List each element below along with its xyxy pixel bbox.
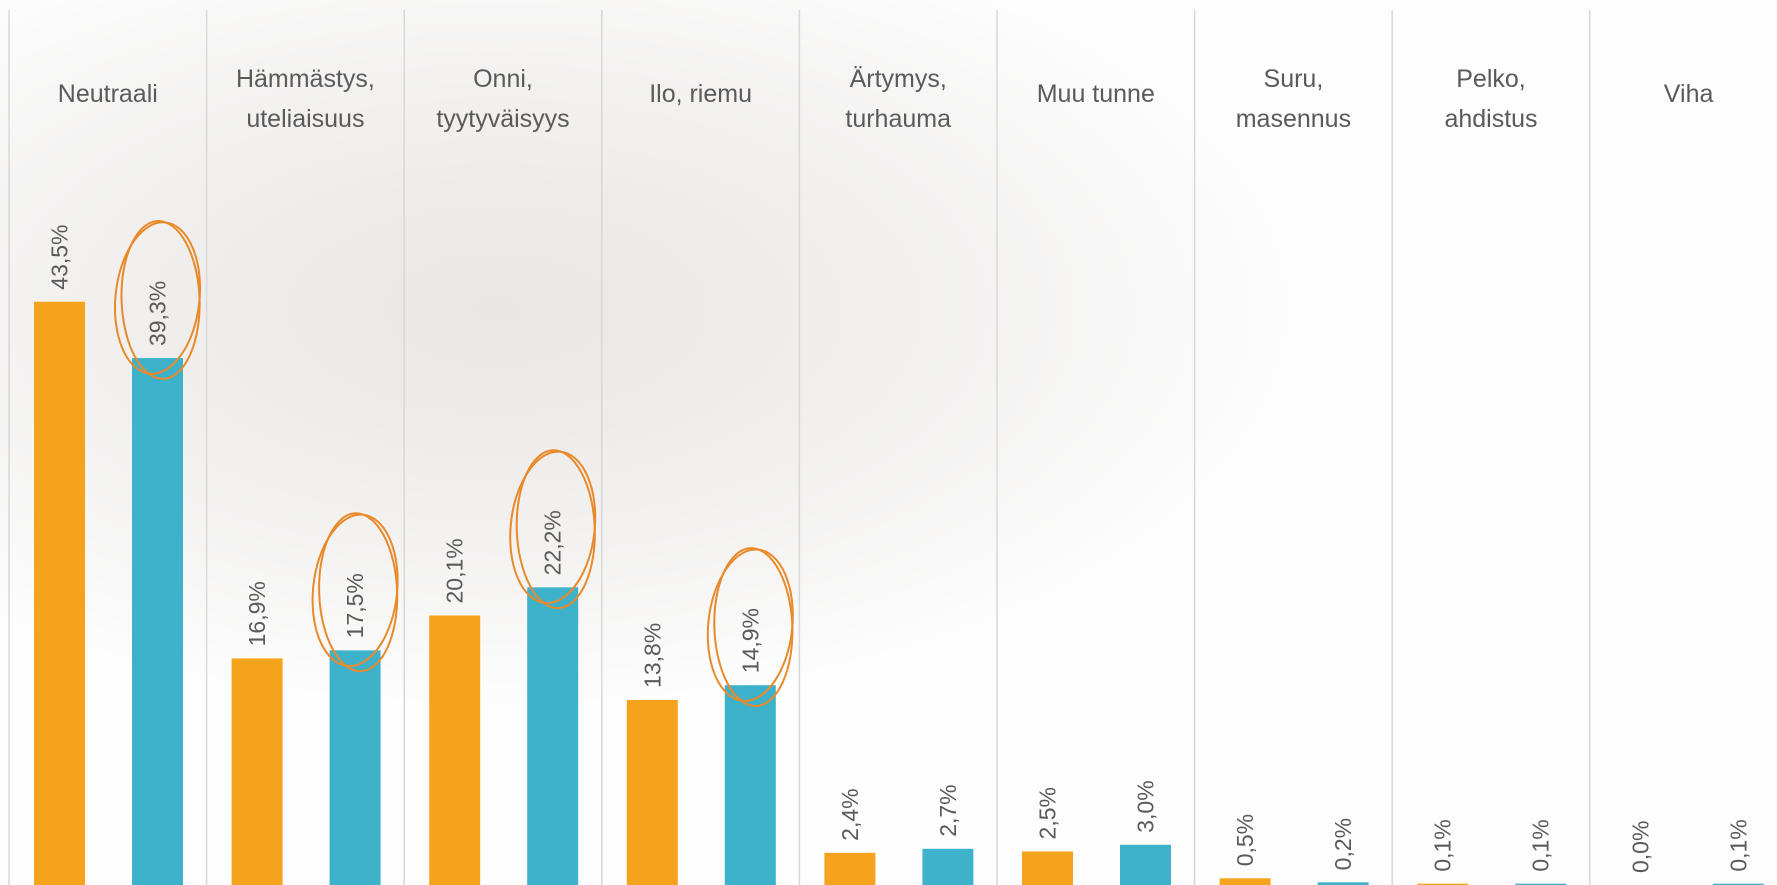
category-label: Ilo, riemu	[649, 80, 752, 108]
value-label: 3,0%	[1133, 780, 1159, 832]
value-label: 43,5%	[47, 224, 73, 289]
value-label: 16,9%	[244, 581, 270, 646]
category-label: Viha	[1664, 80, 1714, 108]
category-label: Onni,	[473, 65, 533, 93]
category-label: turhauma	[845, 105, 951, 133]
category-label: tyytyväisyys	[436, 105, 569, 133]
value-label: 0,5%	[1232, 814, 1258, 866]
bar	[330, 650, 381, 885]
bar	[1022, 851, 1073, 885]
value-label: 0,1%	[1430, 819, 1456, 871]
bar	[429, 615, 480, 885]
category-label: Ärtymys,	[850, 65, 947, 93]
bar	[34, 302, 85, 885]
bar	[1220, 878, 1271, 885]
category-label: Hämmästys,	[236, 65, 375, 93]
bar	[232, 658, 283, 885]
bar	[627, 700, 678, 885]
category-label: masennus	[1236, 105, 1351, 133]
category-label: Muu tunne	[1037, 80, 1155, 108]
bar	[1120, 845, 1171, 885]
bar	[824, 853, 875, 885]
value-label: 0,2%	[1330, 818, 1356, 870]
value-label: 0,0%	[1627, 821, 1653, 873]
value-label: 2,7%	[935, 784, 961, 836]
bar	[132, 358, 183, 885]
category-label: Suru,	[1264, 65, 1324, 93]
chart: Neutraali Hämmästys, uteliaisuus Onni, tyyty…	[0, 0, 1777, 885]
value-label: 13,8%	[639, 623, 665, 688]
bar	[922, 849, 973, 885]
category-label: Neutraali	[58, 80, 158, 108]
value-label: 17,5%	[342, 573, 368, 638]
category-label: uteliaisuus	[246, 105, 364, 133]
value-label: 0,1%	[1725, 819, 1751, 871]
value-label: 22,2%	[540, 510, 566, 575]
value-label: 39,3%	[145, 281, 171, 346]
value-label: 2,4%	[837, 788, 863, 840]
value-label: 2,5%	[1035, 787, 1061, 839]
value-label: 14,9%	[737, 608, 763, 673]
category-label: Pelko,	[1456, 65, 1525, 93]
value-label: 0,1%	[1528, 819, 1554, 871]
bar	[527, 587, 578, 885]
bar	[725, 685, 776, 885]
value-label: 20,1%	[442, 538, 468, 603]
category-label: ahdistus	[1444, 105, 1537, 133]
